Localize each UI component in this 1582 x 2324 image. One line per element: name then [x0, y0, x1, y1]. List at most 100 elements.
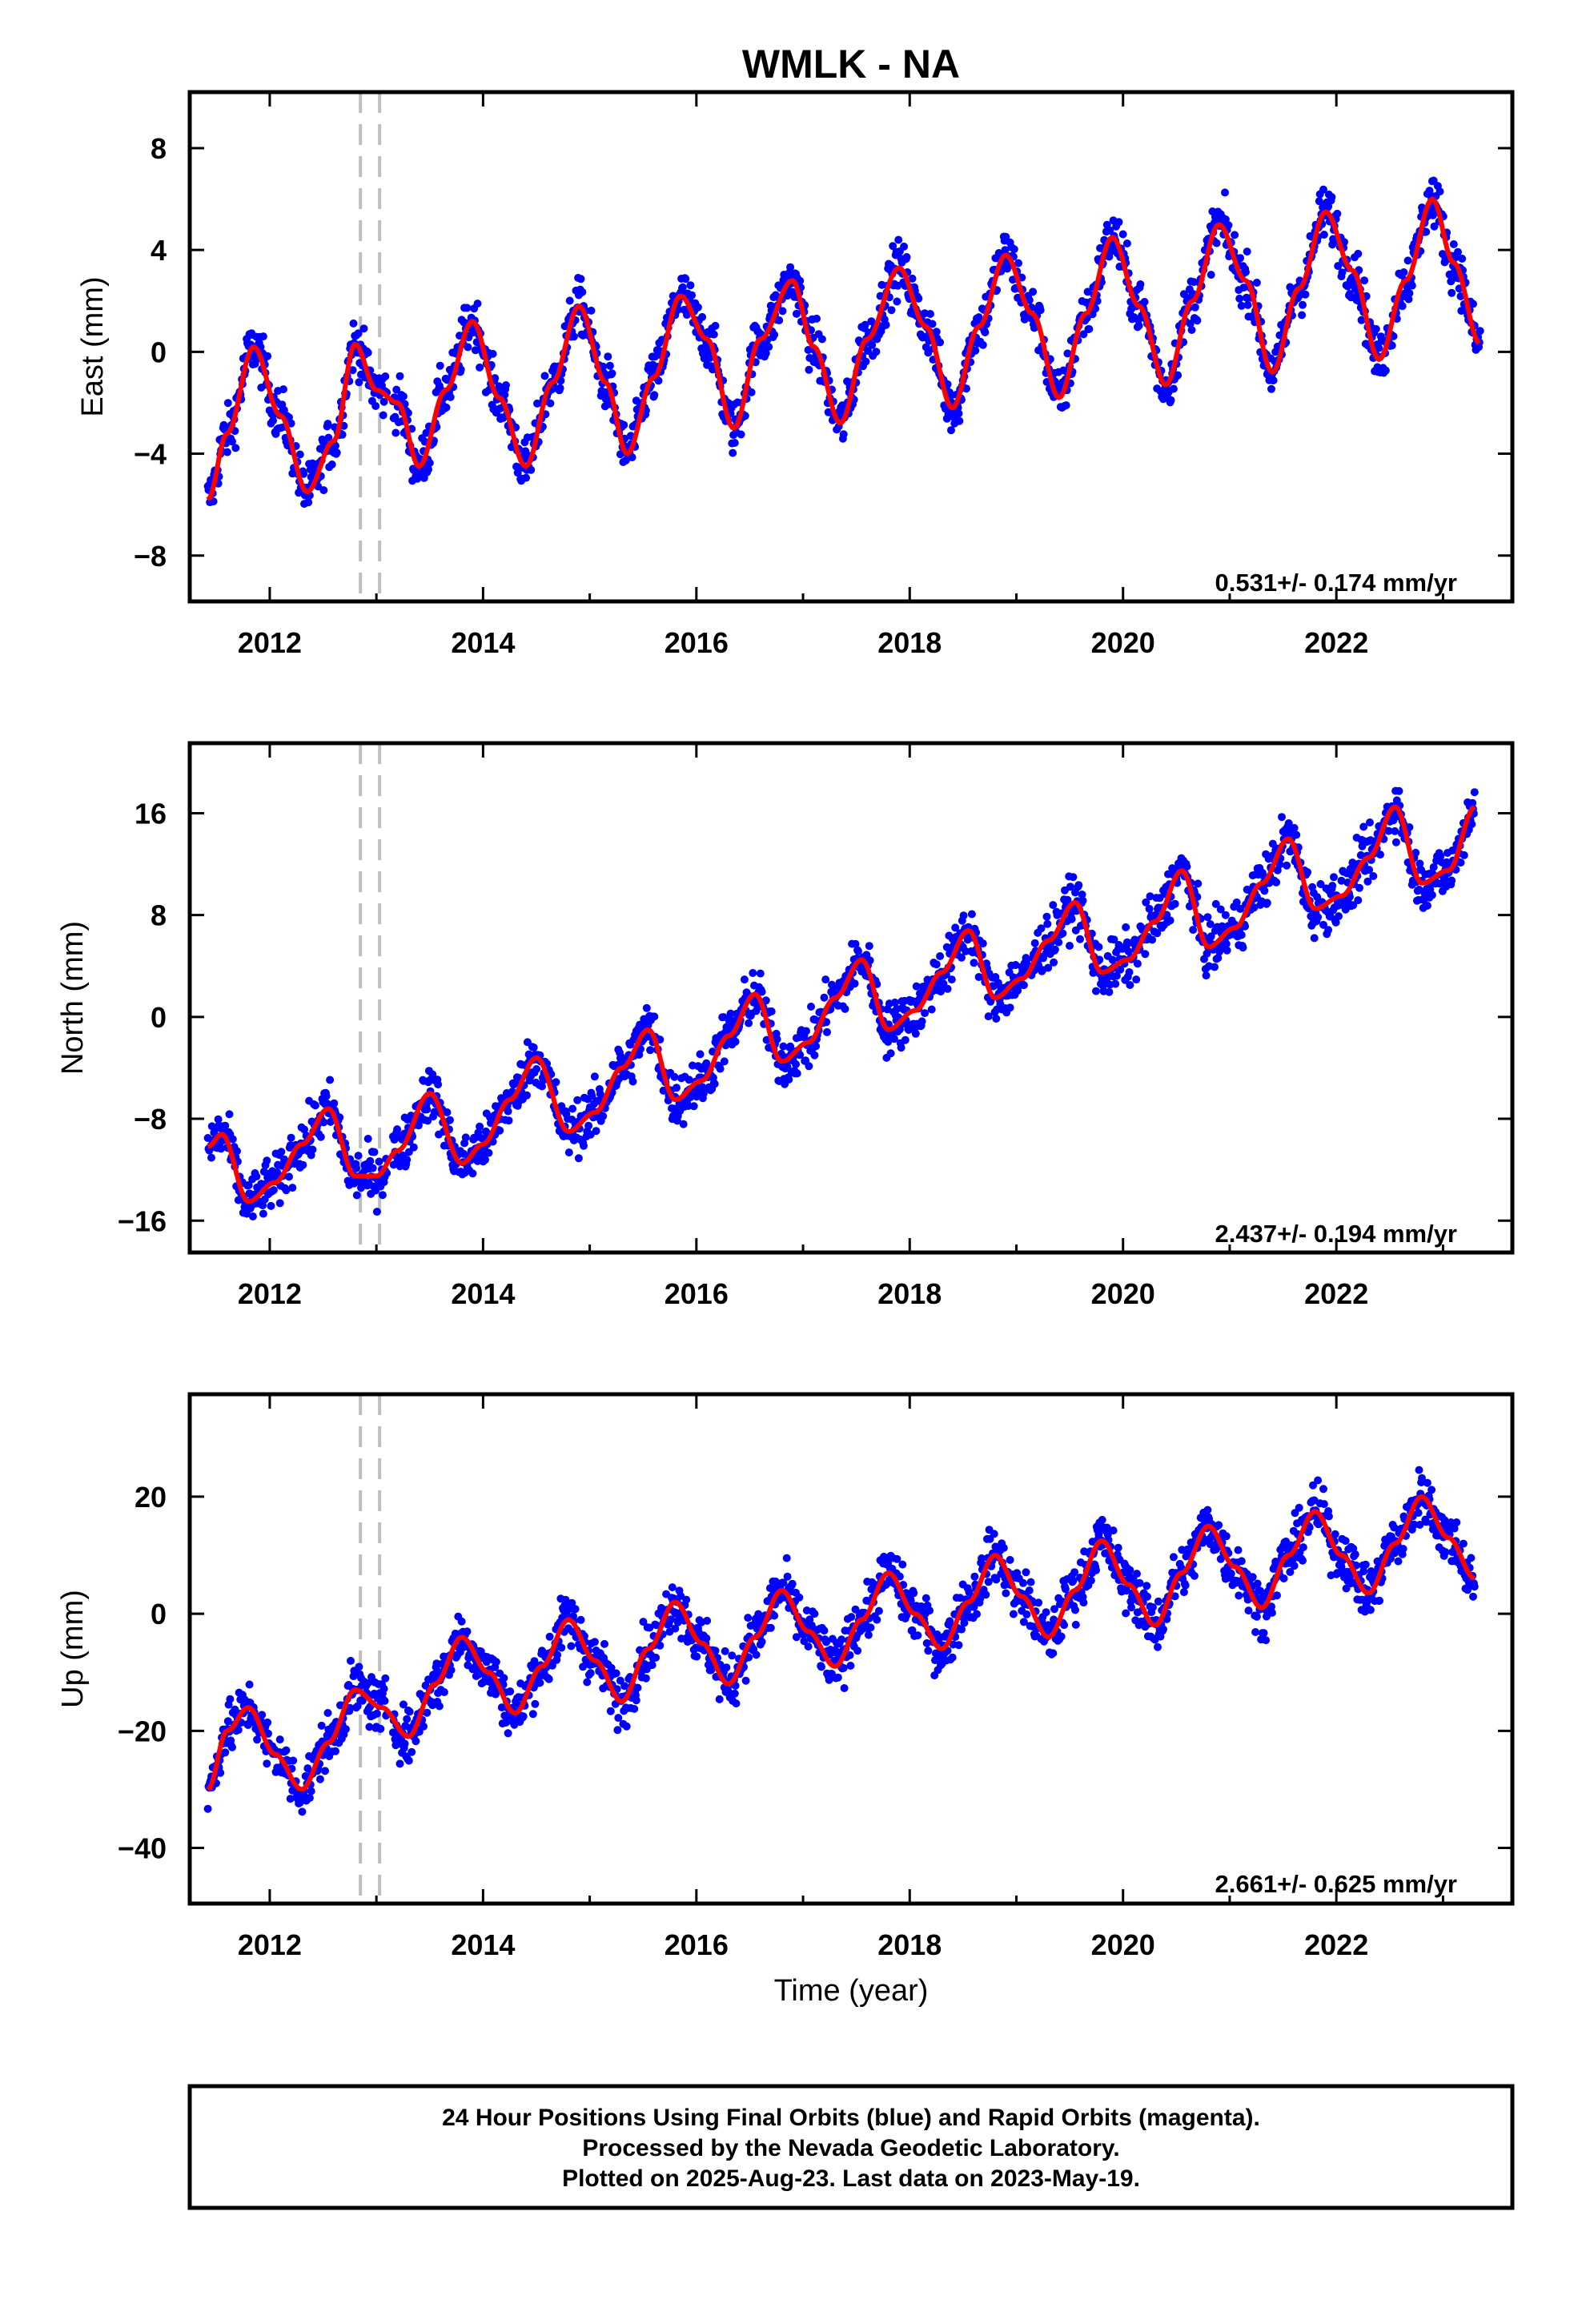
east-data-point: [1193, 316, 1202, 325]
north-data-point: [959, 911, 968, 920]
north-data-point: [588, 1092, 596, 1100]
up-data-point: [379, 1684, 388, 1693]
north-data-point: [1102, 974, 1111, 983]
north-data-point: [1331, 918, 1340, 927]
north-data-point: [1250, 903, 1259, 912]
east-data-point: [1252, 279, 1261, 287]
up-data-point: [788, 1579, 797, 1588]
north-data-point: [792, 1059, 800, 1068]
north-data-point: [865, 942, 873, 951]
east-data-point: [1299, 300, 1307, 309]
north-data-point: [1405, 823, 1414, 831]
east-data-point: [1476, 327, 1484, 336]
north-data-point: [757, 987, 766, 996]
north-data-point: [650, 1012, 659, 1021]
north-data-point: [1194, 879, 1203, 888]
north-data-point: [372, 1208, 381, 1216]
east-data-point: [947, 426, 955, 435]
east-data-point: [1062, 401, 1070, 410]
north-data-point: [308, 1145, 317, 1154]
east-data-point: [1224, 221, 1233, 230]
north-data-point: [532, 1065, 541, 1073]
north-data-point: [853, 947, 862, 955]
east-data-point: [338, 430, 347, 439]
north-data-point: [403, 1156, 412, 1164]
north-data-point: [823, 1027, 831, 1036]
north-data-point: [716, 1064, 725, 1073]
north-data-point: [962, 947, 970, 955]
north-data-point: [1111, 979, 1120, 988]
north-data-point: [927, 1005, 936, 1014]
east-data-point: [1428, 211, 1437, 219]
north-data-point: [942, 943, 951, 951]
north-data-point: [1063, 895, 1072, 904]
east-data-point: [446, 392, 455, 401]
north-data-point: [1044, 963, 1053, 972]
east-data-point: [299, 469, 308, 478]
up-data-point: [405, 1707, 414, 1716]
north-data-point: [1094, 943, 1103, 951]
east-data-point: [576, 275, 585, 283]
north-frame: [187, 741, 1515, 1255]
up-data-point: [228, 1743, 236, 1751]
east-data-point: [424, 465, 432, 474]
east-data-point: [761, 349, 770, 358]
north-data-point: [1283, 861, 1291, 870]
up-data-point: [970, 1572, 979, 1581]
north-data-point: [807, 1003, 815, 1011]
east-data-point: [1083, 287, 1092, 296]
east-data-point: [1114, 218, 1123, 227]
up-data-point: [403, 1715, 412, 1723]
east-data-point: [295, 450, 304, 459]
up-data-point: [898, 1560, 907, 1569]
east-data-point: [1371, 324, 1380, 333]
north-data-point: [1349, 901, 1358, 910]
north-data-point: [1074, 881, 1083, 890]
north-data-point: [574, 1154, 583, 1163]
up-data-point: [223, 1717, 232, 1726]
east-ytick-label: 4: [151, 234, 167, 267]
north-data-point: [1133, 959, 1142, 968]
north-data-point: [414, 1121, 423, 1130]
north-data-point: [1189, 926, 1198, 935]
east-data-point: [1174, 371, 1182, 380]
east-data-point: [1231, 231, 1239, 239]
up-data-point: [1009, 1610, 1018, 1618]
east-data-point: [1319, 185, 1327, 194]
east-data-point: [1166, 396, 1175, 404]
east-data-point: [711, 321, 720, 330]
east-data-point: [1079, 330, 1088, 339]
east-data-point: [1186, 320, 1195, 328]
north-data-point: [1237, 931, 1246, 939]
east-data-point: [741, 412, 749, 420]
north-data-point: [1148, 935, 1157, 944]
north-data-point: [393, 1125, 402, 1134]
north-ytick-label: −16: [118, 1204, 167, 1237]
north-data-point: [354, 1152, 363, 1160]
up-data-point: [833, 1673, 842, 1682]
east-data-point: [889, 242, 897, 251]
east-data-point: [259, 332, 267, 341]
north-data-point: [936, 952, 945, 960]
north-data-point: [352, 1191, 361, 1200]
east-data-point: [1063, 349, 1072, 358]
east-data-point: [471, 346, 480, 355]
east-data-point: [902, 253, 911, 261]
north-data-point: [443, 1108, 452, 1116]
east-data-point: [354, 329, 363, 338]
up-data-point: [999, 1543, 1008, 1552]
north-data-point: [316, 1132, 325, 1141]
east-data-point: [1458, 255, 1467, 263]
east-data-point: [1106, 226, 1114, 235]
up-data-point: [365, 1723, 374, 1731]
east-data-point: [971, 346, 980, 355]
north-data-point: [731, 1037, 740, 1046]
east-data-point: [932, 328, 941, 336]
up-data-point: [553, 1651, 562, 1659]
east-data-point: [709, 330, 718, 339]
up-data-point: [380, 1696, 389, 1705]
east-data-point: [399, 392, 408, 400]
north-data-point: [434, 1080, 443, 1089]
up-data-point: [355, 1663, 363, 1671]
